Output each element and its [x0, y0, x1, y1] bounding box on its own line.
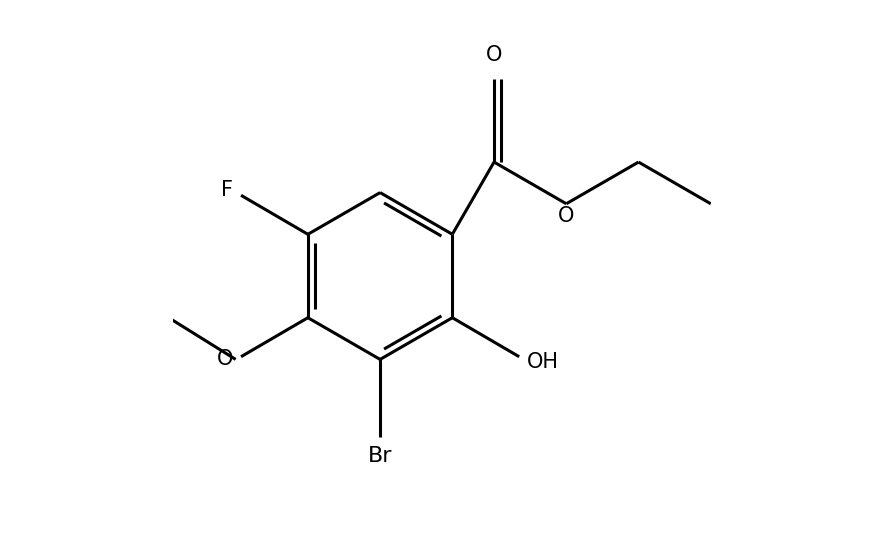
Text: F: F [221, 180, 233, 200]
Text: Br: Br [368, 445, 392, 465]
Text: O: O [486, 45, 502, 65]
Text: O: O [217, 349, 233, 369]
Text: O: O [558, 206, 575, 226]
Text: OH: OH [527, 352, 560, 372]
